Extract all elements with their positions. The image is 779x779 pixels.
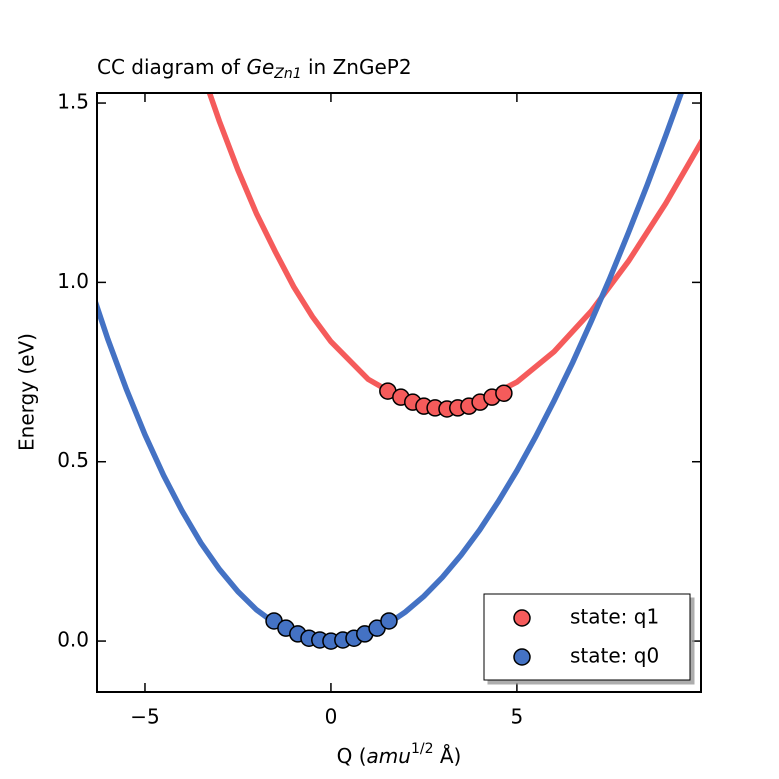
axes-frame <box>96 92 702 693</box>
x-tick-label: 5 <box>511 705 524 729</box>
y-axis-label: Energy (eV) <box>15 333 39 451</box>
x-tick-label: −5 <box>130 705 159 729</box>
legend-label: state: q1 <box>570 605 659 629</box>
title-symbol: Ge <box>246 55 274 79</box>
x-label-superscript: 1/2 <box>411 741 434 757</box>
legend-marker <box>513 648 531 666</box>
plot-area <box>97 93 701 650</box>
y-tick-label: 1.5 <box>57 90 89 114</box>
x-label-unit: amu <box>367 744 411 768</box>
data-point <box>495 384 513 402</box>
y-tick-label: 1.0 <box>57 269 89 293</box>
x-tick-label: 0 <box>325 705 338 729</box>
legend-label: state: q0 <box>570 644 659 668</box>
chart-title: CC diagram of GeZn1 in ZnGeP2 <box>97 55 412 83</box>
x-axis-label: Q (amu1/2 Å) <box>337 741 462 768</box>
title-text: in ZnGeP2 <box>302 55 412 79</box>
y-tick-label: 0.0 <box>57 628 89 652</box>
data-point <box>380 612 398 630</box>
x-label-text: Å) <box>434 744 462 768</box>
y-tick-label: 0.5 <box>57 448 89 472</box>
legend-marker <box>513 609 531 627</box>
title-text: CC diagram of <box>97 55 246 79</box>
title-subscript: Zn1 <box>273 66 301 82</box>
x-label-text: Q ( <box>337 744 367 768</box>
fit-curve <box>97 93 685 644</box>
legend-box <box>483 593 691 681</box>
